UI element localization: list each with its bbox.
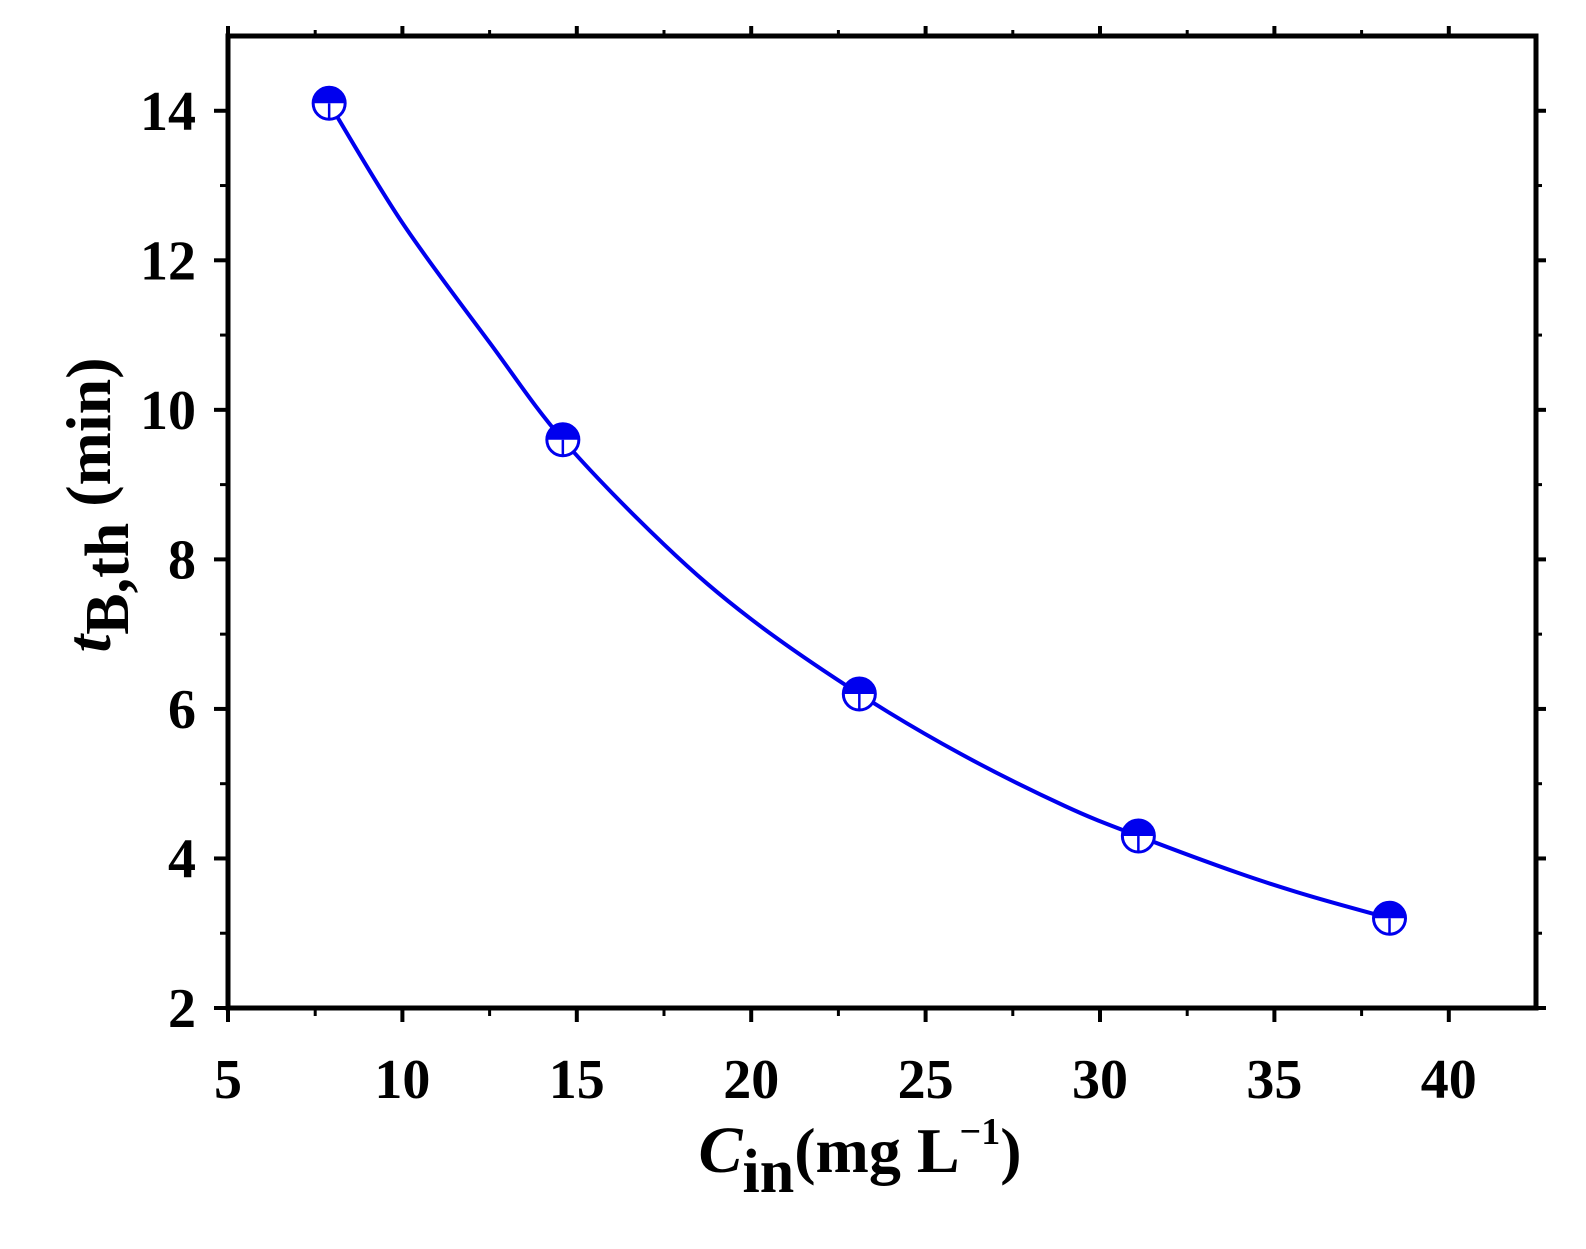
- x-tick-label: 10: [374, 1049, 430, 1111]
- data-point: [841, 676, 877, 712]
- x-axis-symbol: C: [698, 1114, 743, 1187]
- y-tick-label: 10: [140, 380, 196, 442]
- x-tick-label: 5: [214, 1049, 242, 1111]
- y-tick-label: 6: [168, 679, 196, 741]
- data-point-fill: [546, 423, 579, 440]
- plot-frame: [225, 33, 1539, 1011]
- y-axis-title: tB,th (min): [53, 357, 142, 652]
- plot-layer: [311, 85, 1408, 936]
- y-tick-label: 8: [168, 529, 196, 591]
- x-axis-superscript: −1: [960, 1111, 1001, 1153]
- x-tick-label: 20: [723, 1049, 779, 1111]
- y-tick-label: 12: [140, 230, 196, 292]
- x-axis-title: Cin(mg L−1): [698, 1111, 1021, 1206]
- x-axis-close: ): [1000, 1115, 1021, 1186]
- data-point: [545, 422, 581, 458]
- y-tick-label: 4: [168, 828, 196, 890]
- x-tick-label: 40: [1421, 1049, 1477, 1111]
- x-tick-label: 15: [549, 1049, 605, 1111]
- data-point-fill: [1122, 820, 1155, 837]
- data-point-fill: [313, 87, 346, 104]
- y-tick-label: 14: [140, 81, 196, 143]
- data-point: [1372, 900, 1408, 936]
- y-axis-subscript: B,th: [74, 523, 142, 635]
- data-point: [1120, 818, 1156, 854]
- y-axis-symbol: t: [53, 633, 124, 653]
- x-tick-label: 30: [1072, 1049, 1128, 1111]
- labels-layer: 5 10 15 20 25 30 35 40 2 4 6 8 10 12 14: [140, 81, 1477, 1111]
- y-tick-label: 2: [168, 978, 196, 1040]
- y-axis-units: (min): [53, 357, 124, 522]
- data-point-fill: [1373, 902, 1406, 919]
- axes-layer: [214, 26, 1546, 1022]
- x-axis-units: (mg L: [794, 1115, 959, 1186]
- x-tick-label: 25: [898, 1049, 954, 1111]
- fit-curve: [327, 102, 1391, 921]
- x-axis-subscript: in: [743, 1138, 795, 1206]
- data-point: [311, 85, 347, 121]
- data-point-fill: [843, 677, 876, 694]
- x-tick-label: 35: [1246, 1049, 1302, 1111]
